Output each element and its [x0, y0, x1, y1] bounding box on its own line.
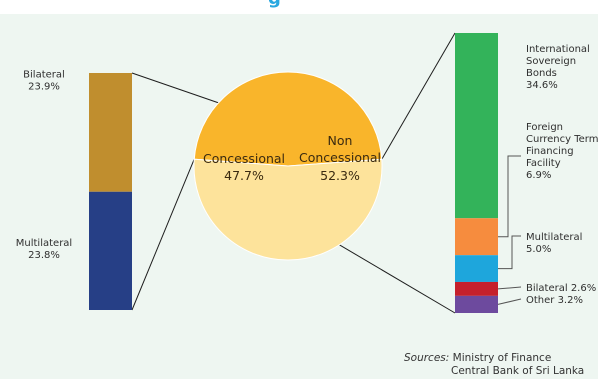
title-strip: g [0, 0, 598, 14]
sources-note: Sources: Ministry of Finance Central Ban… [404, 352, 598, 379]
pie-label-concessional-0: Concessional [203, 151, 285, 166]
pie-label-non-concessional-0: Non [328, 133, 353, 148]
right-label-foreign-currency-term-financing-facility-line-4: 6.9% [526, 170, 551, 181]
pie-label-concessional-1: 47.7% [224, 168, 264, 183]
pie-slice-non-concessional [193, 158, 383, 261]
right-bar-segment-bilateral [455, 281, 498, 296]
right-label-multilateral-line-0: Multilateral [526, 232, 582, 243]
leader-line-multilateral [498, 235, 521, 270]
right-label-foreign-currency-term-financing-facility-line-0: Foreign [526, 122, 563, 133]
connector-left-bottom [131, 159, 195, 311]
right-bar-segment-other [455, 295, 498, 313]
pie-slice-concessional [193, 71, 383, 167]
right-label-foreign-currency-term-financing-facility-line-3: Facility [526, 158, 561, 169]
left-bar-segment-bilateral [89, 73, 132, 192]
right-label-foreign-currency-term-financing-facility-line-1: Currency Term [526, 134, 598, 145]
right-label-international-sovereign-bonds-line-2: Bonds [526, 68, 557, 79]
pie-label-non-concessional-2: 52.3% [320, 168, 360, 183]
right-bar-segment-foreign-currency-term-financing-facility [455, 218, 498, 256]
left-bar-segment-multilateral [89, 191, 132, 310]
sources-label: Sources: [404, 352, 450, 364]
right-label-international-sovereign-bonds-line-0: International [526, 44, 590, 55]
leader-line-foreign-currency-term-financing-facility [498, 155, 521, 238]
pie-label-non-concessional-1: Concessional [299, 150, 381, 165]
right-label-bilateral-line-0: Bilateral 2.6% [526, 283, 596, 294]
leader-line-other [497, 298, 522, 305]
sources-line-2: Central Bank of Sri Lanka [451, 365, 585, 377]
left-value-bilateral: 23.9% [28, 81, 60, 92]
leader-line-bilateral [497, 286, 522, 290]
sources-line-1: Ministry of Finance [452, 352, 552, 364]
right-label-foreign-currency-term-financing-facility-line-2: Financing [526, 146, 574, 157]
connector-right-top [381, 32, 456, 160]
left-value-multilateral: 23.8% [28, 250, 60, 261]
right-label-international-sovereign-bonds-line-3: 34.6% [526, 80, 558, 91]
right-label-other-line-0: Other 3.2% [526, 295, 583, 306]
right-bar-segment-international-sovereign-bonds [455, 33, 498, 219]
left-label-multilateral: Multilateral [16, 238, 72, 249]
right-label-international-sovereign-bonds-line-1: Sovereign [526, 56, 576, 67]
right-label-multilateral-line-1: 5.0% [526, 244, 551, 255]
left-label-bilateral: Bilateral [23, 69, 65, 80]
chart-title-fragment: g [268, 0, 328, 8]
right-bar-segment-multilateral [455, 255, 498, 282]
